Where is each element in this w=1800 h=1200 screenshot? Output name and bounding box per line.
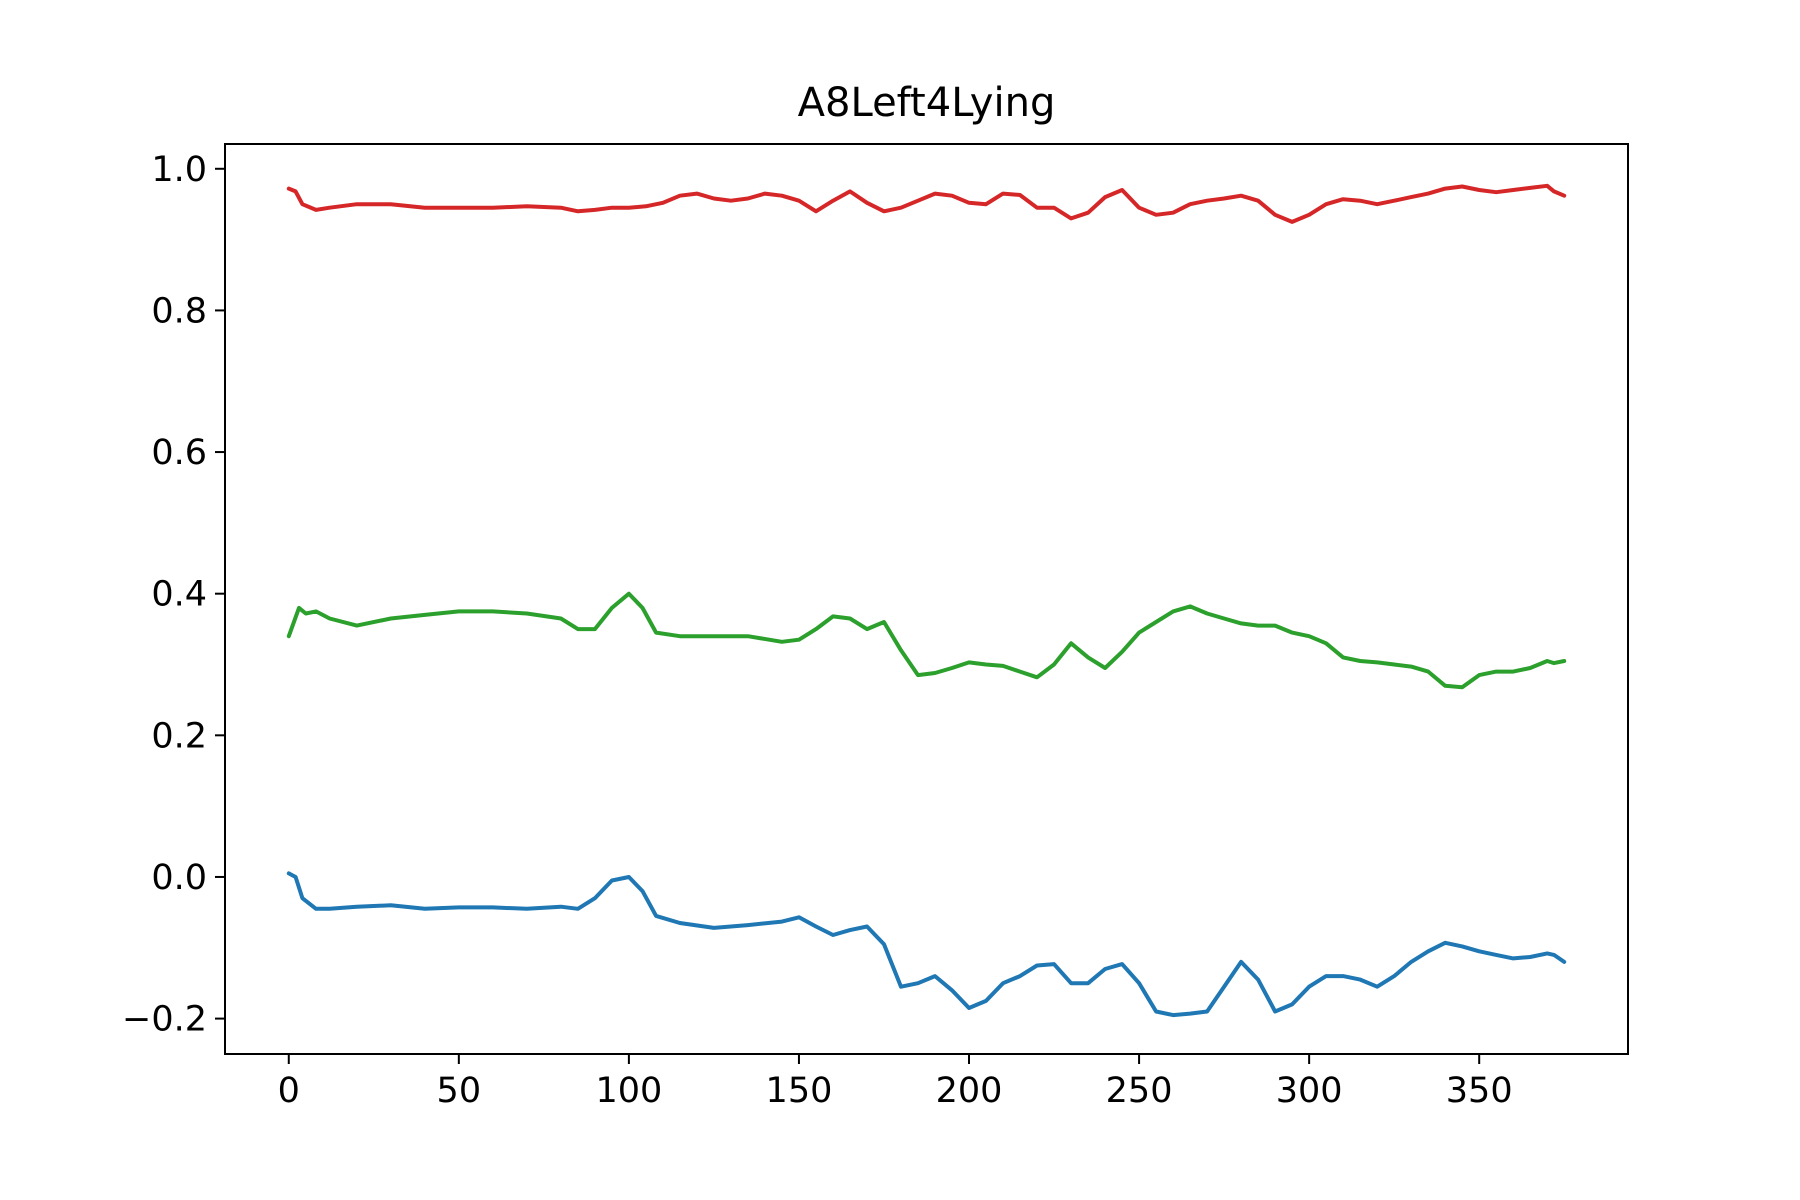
y-tick-label: −0.2 xyxy=(122,1000,207,1040)
x-tick-label: 0 xyxy=(278,1071,300,1111)
axes-frame xyxy=(224,143,1629,1055)
x-tick-label: 300 xyxy=(1276,1071,1343,1111)
y-tick-label: 0.4 xyxy=(151,575,207,615)
x-tick-label: 100 xyxy=(595,1071,662,1111)
y-tick-label: 0.6 xyxy=(151,433,207,473)
series-line-3 xyxy=(286,183,1567,224)
y-axis: −0.2 0.0 0.2 0.4 0.6 0.8 1.0 xyxy=(122,150,225,1040)
y-tick-label: 0.2 xyxy=(151,716,207,756)
series-line-1 xyxy=(286,871,1567,1018)
x-tick-label: 50 xyxy=(437,1071,482,1111)
y-tick-label: 1.0 xyxy=(151,150,207,190)
x-tick-label: 200 xyxy=(936,1071,1003,1111)
x-tick-label: 150 xyxy=(766,1071,833,1111)
y-tick-label: 0.8 xyxy=(151,291,207,331)
x-tick-label: 250 xyxy=(1106,1071,1173,1111)
x-axis: 0 50 100 150 200 250 300 350 xyxy=(278,1054,1513,1111)
plot-series xyxy=(286,183,1567,1018)
series-line-2 xyxy=(286,591,1567,690)
chart-title: A8Left4Lying xyxy=(798,80,1056,126)
x-tick-label: 350 xyxy=(1446,1071,1513,1111)
y-tick-label: 0.0 xyxy=(151,858,207,898)
